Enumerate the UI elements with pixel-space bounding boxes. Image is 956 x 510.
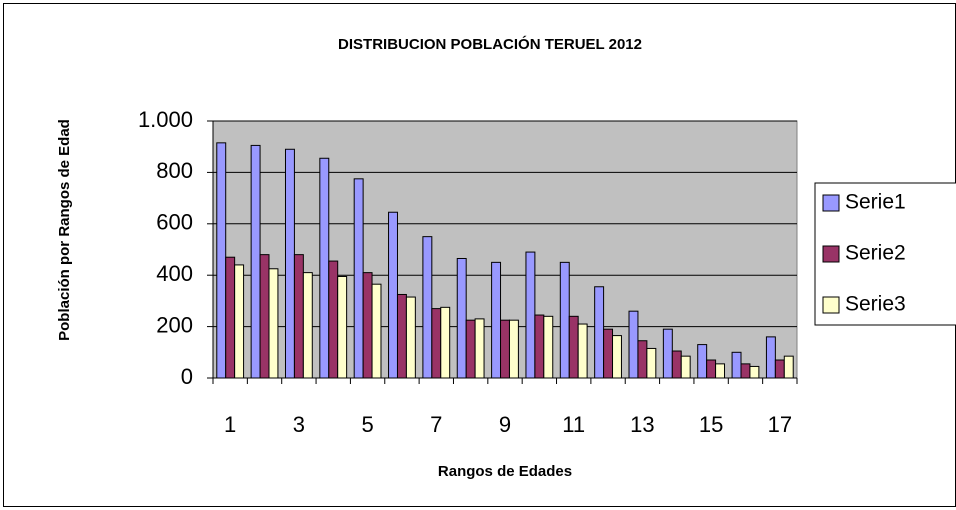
bar — [431, 308, 442, 379]
bar — [612, 335, 622, 379]
bar — [662, 328, 673, 379]
bar — [422, 236, 433, 379]
x-tick-label: 15 — [699, 412, 723, 437]
legend-swatch — [822, 296, 840, 314]
y-tick-label: 400 — [156, 261, 193, 286]
bar — [284, 148, 295, 379]
bar — [440, 306, 451, 379]
bar — [637, 340, 648, 379]
bar — [740, 363, 751, 379]
x-tick-label: 17 — [768, 412, 792, 437]
chart-title: DISTRIBUCION POBLACIÓN TERUEL 2012 — [338, 35, 642, 53]
x-axis-title: Rangos de Edades — [438, 463, 572, 480]
bar — [302, 272, 313, 379]
bar — [568, 315, 579, 379]
bar — [508, 319, 519, 379]
legend-label: Serie3 — [845, 293, 906, 316]
legend-swatch — [822, 245, 840, 263]
x-tick-label: 3 — [293, 412, 305, 437]
x-tick-label: 11 — [562, 412, 585, 437]
bar — [216, 142, 227, 379]
bar — [715, 363, 726, 379]
bar — [646, 347, 657, 379]
bar — [603, 328, 614, 379]
x-tick-label: 13 — [630, 412, 654, 437]
bar — [353, 178, 364, 379]
bar — [328, 260, 339, 379]
bar — [559, 261, 570, 379]
y-tick-label: 1.000 — [138, 107, 193, 132]
bar — [543, 315, 554, 379]
bar — [293, 254, 304, 379]
bar — [362, 272, 373, 379]
bar — [225, 256, 236, 379]
y-tick-label: 200 — [156, 312, 193, 337]
bar — [259, 254, 270, 379]
bar — [525, 251, 536, 379]
bar — [491, 261, 502, 379]
x-tick-label: 7 — [430, 412, 442, 437]
bar — [697, 344, 708, 379]
bar — [680, 355, 691, 379]
bar — [749, 365, 760, 379]
bar — [628, 310, 639, 379]
bar — [388, 211, 398, 379]
bar — [234, 264, 245, 379]
legend-label: Serie2 — [845, 242, 906, 265]
bar — [706, 359, 717, 379]
y-axis-title: Población por Rangos de Edad — [56, 119, 73, 341]
bar — [405, 296, 416, 379]
x-tick-label: 1 — [224, 412, 236, 437]
bar — [268, 268, 279, 379]
y-tick-label: 600 — [156, 210, 193, 235]
y-tick-label: 800 — [156, 158, 193, 183]
bar — [250, 144, 261, 379]
bar — [371, 283, 382, 379]
bar — [594, 286, 605, 379]
bar — [500, 319, 510, 379]
bar — [337, 275, 348, 379]
bar — [765, 336, 776, 379]
x-tick-label: 9 — [499, 412, 511, 437]
x-tick-label: 5 — [361, 412, 373, 437]
bar — [671, 350, 682, 379]
bar — [783, 355, 794, 379]
bar — [577, 323, 588, 379]
bar — [456, 257, 467, 379]
bar — [774, 359, 785, 379]
legend-label: Serie1 — [845, 191, 906, 214]
y-tick-label: 0 — [181, 364, 193, 389]
bar — [731, 351, 742, 379]
bar — [319, 157, 330, 379]
bar — [474, 318, 485, 379]
bar — [534, 314, 545, 379]
bar — [465, 319, 476, 379]
legend-swatch — [822, 194, 840, 212]
bar — [396, 293, 407, 379]
